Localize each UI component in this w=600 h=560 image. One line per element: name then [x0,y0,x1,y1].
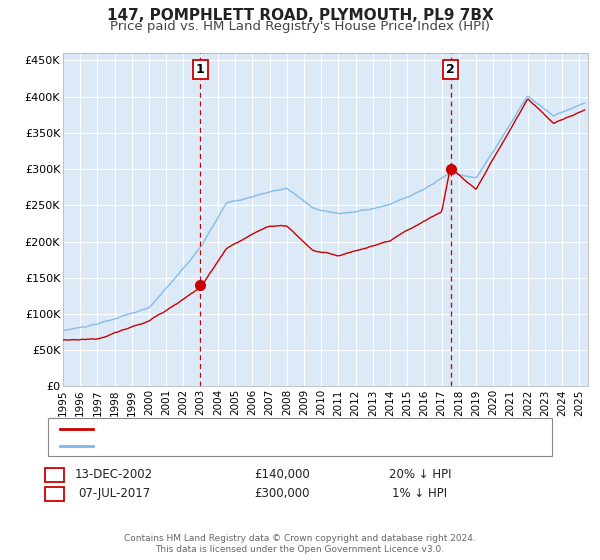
Text: 13-DEC-2002: 13-DEC-2002 [75,468,153,482]
Text: £140,000: £140,000 [254,468,310,482]
Text: 147, POMPHLETT ROAD, PLYMOUTH, PL9 7BX (detached house): 147, POMPHLETT ROAD, PLYMOUTH, PL9 7BX (… [99,424,452,434]
Text: 2: 2 [446,63,455,76]
Text: Contains HM Land Registry data © Crown copyright and database right 2024.
This d: Contains HM Land Registry data © Crown c… [124,534,476,554]
Text: 07-JUL-2017: 07-JUL-2017 [78,487,150,501]
Text: 2: 2 [50,487,59,501]
Text: 20% ↓ HPI: 20% ↓ HPI [389,468,451,482]
Text: 147, POMPHLETT ROAD, PLYMOUTH, PL9 7BX: 147, POMPHLETT ROAD, PLYMOUTH, PL9 7BX [107,8,493,24]
Text: HPI: Average price, detached house, City of Plymouth: HPI: Average price, detached house, City… [99,441,398,451]
Text: £300,000: £300,000 [254,487,310,501]
Text: 1: 1 [50,468,59,482]
Text: 1: 1 [196,63,205,76]
Text: Price paid vs. HM Land Registry's House Price Index (HPI): Price paid vs. HM Land Registry's House … [110,20,490,32]
Text: 1% ↓ HPI: 1% ↓ HPI [392,487,448,501]
